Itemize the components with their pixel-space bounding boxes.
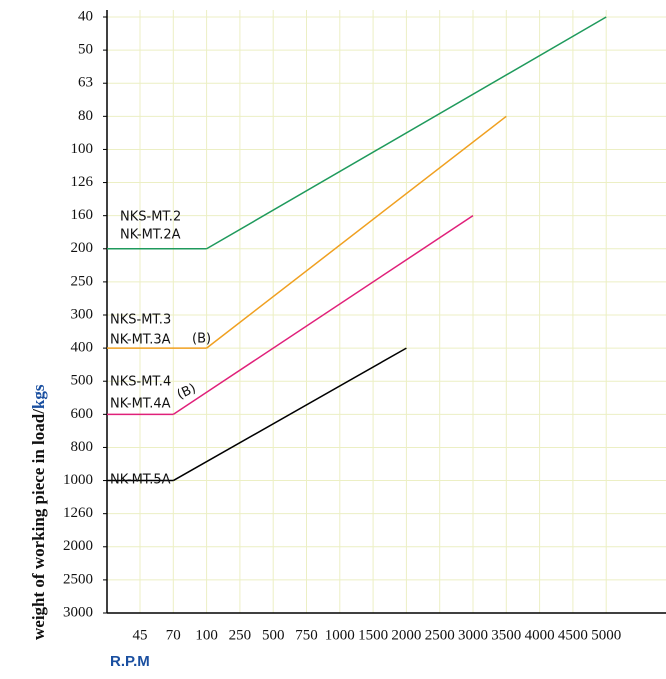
y-tick-label: 1000 [63, 472, 93, 488]
series-note: (B) [175, 381, 199, 403]
series-note: (B) [192, 332, 211, 347]
x-tick-label: 5000 [591, 627, 621, 643]
y-axis-title: weight of working piece in load/kgs [29, 384, 48, 640]
x-tick-label: 1000 [325, 627, 355, 643]
x-tick-label: 750 [295, 627, 318, 643]
y-tick-label: 2000 [63, 538, 93, 554]
y-tick-label: 63 [78, 75, 93, 91]
y-tick-label: 126 [71, 174, 94, 190]
x-tick-label: 4000 [525, 627, 555, 643]
x-tick-label: 4500 [558, 627, 588, 643]
x-tick-label: 2000 [391, 627, 421, 643]
series-line [206, 16, 607, 250]
y-tick-label: 160 [71, 207, 94, 223]
series-line [206, 115, 507, 349]
y-tick-label: 50 [78, 42, 93, 58]
x-tick-label: 45 [133, 627, 148, 643]
series-label: NKS-MT.3 [110, 313, 171, 328]
series-label: NKS-MT.2 [120, 210, 181, 225]
x-tick-label: 2500 [425, 627, 455, 643]
y-label: weight of working piece in load/ [29, 409, 48, 640]
x-tick-label: 500 [262, 627, 285, 643]
series-line [172, 347, 407, 482]
y-tick-label: 400 [71, 340, 94, 356]
y-tick-label: 1260 [63, 505, 93, 521]
series-label: NKS-MT.4 [110, 375, 171, 390]
y-tick-label: 800 [71, 439, 94, 455]
y-tick-label: 200 [71, 240, 94, 256]
x-tick-label: 250 [229, 627, 252, 643]
y-tick-label: 100 [71, 141, 94, 157]
y-tick-label: 600 [71, 406, 94, 422]
y-tick-label: 500 [71, 373, 94, 389]
series-label: NK-MT.3A [110, 333, 171, 348]
series-line [172, 215, 474, 415]
y-tick-label: 2500 [63, 571, 93, 587]
x-axis-title: R.P.M [110, 653, 150, 670]
y-tick-label: 3000 [63, 604, 93, 620]
y-tick-label: 40 [78, 8, 93, 24]
x-tick-label: 1500 [358, 627, 388, 643]
y-tick-label: 250 [71, 273, 94, 289]
series-label: NK-MT.5A [110, 473, 171, 488]
y-label-unit: kgs [29, 384, 48, 409]
series-label: NK-MT.2A [120, 228, 181, 243]
x-tick-label: 70 [166, 627, 181, 643]
series-label: NK-MT.4A [110, 397, 171, 412]
x-tick-label: 3000 [458, 627, 488, 643]
y-tick-label: 80 [78, 108, 93, 124]
x-tick-label: 3500 [491, 627, 521, 643]
y-tick-label: 300 [71, 306, 94, 322]
x-tick-label: 100 [195, 627, 218, 643]
